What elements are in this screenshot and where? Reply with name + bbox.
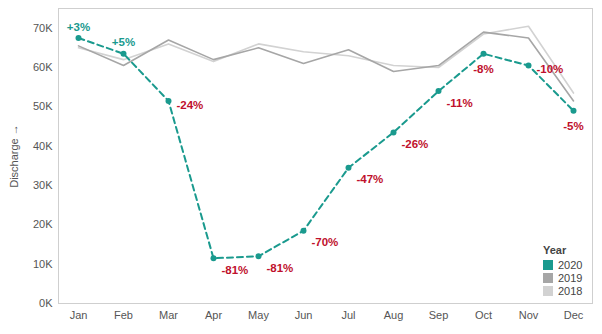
svg-text:Jul: Jul — [341, 309, 355, 321]
html-text:2018: 2018 — [558, 284, 583, 297]
svg-text:30K: 30K — [33, 179, 53, 191]
svg-text:-5%: -5% — [563, 120, 583, 132]
svg-text:Mar: Mar — [159, 309, 178, 321]
svg-text:Discharge →: Discharge → — [8, 124, 20, 188]
svg-text:Dec: Dec — [564, 309, 584, 321]
svg-text:-11%: -11% — [447, 97, 473, 109]
svg-text:Sep: Sep — [429, 309, 449, 321]
svg-text:10K: 10K — [33, 258, 53, 270]
svg-text:Nov: Nov — [519, 309, 539, 321]
svg-text:-8%: -8% — [473, 63, 493, 75]
svg-text:-70%: -70% — [312, 236, 339, 248]
svg-text:50K: 50K — [33, 100, 53, 112]
svg-text:-10%: -10% — [537, 63, 564, 75]
svg-text:-47%: -47% — [357, 173, 384, 185]
svg-text:May: May — [248, 309, 269, 321]
svg-text:-26%: -26% — [402, 138, 429, 150]
svg-text:+5%: +5% — [112, 36, 135, 48]
svg-text:20K: 20K — [33, 218, 53, 230]
svg-text:40K: 40K — [33, 140, 53, 152]
svg-text:Feb: Feb — [114, 309, 133, 321]
svg-text:-24%: -24% — [177, 99, 204, 111]
svg-text:+3%: +3% — [67, 21, 90, 33]
svg-text:-81%: -81% — [267, 262, 294, 274]
svg-text:0K: 0K — [39, 297, 53, 309]
html-text:Year: Year — [543, 244, 567, 256]
svg-text:-81%: -81% — [222, 264, 249, 276]
svg-text:Jan: Jan — [70, 309, 88, 321]
svg-text:Oct: Oct — [475, 309, 492, 321]
html-text:2019: 2019 — [558, 271, 583, 284]
svg-text:70K: 70K — [33, 22, 53, 34]
svg-text:Jun: Jun — [295, 309, 313, 321]
svg-text:Aug: Aug — [384, 309, 404, 321]
svg-text:Apr: Apr — [205, 309, 222, 321]
svg-text:60K: 60K — [33, 61, 53, 73]
html-text:2020: 2020 — [558, 258, 583, 271]
